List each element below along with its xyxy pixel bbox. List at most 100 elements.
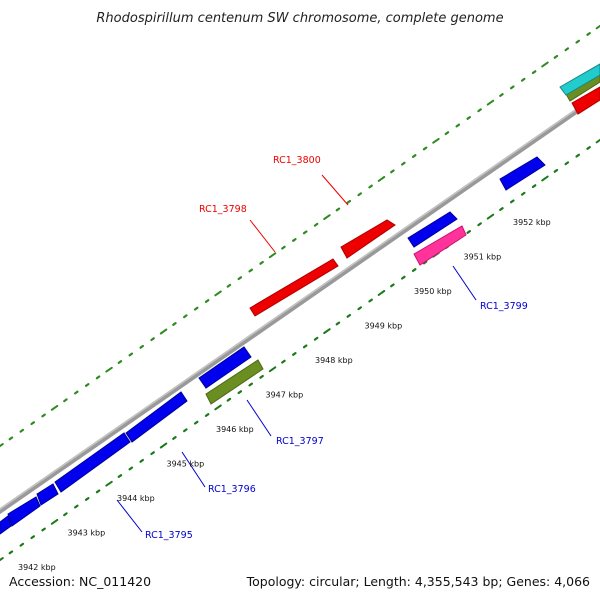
- minor-tick: [335, 207, 341, 212]
- major-tick: [323, 328, 331, 334]
- tick-label: 3946 kbp: [216, 425, 254, 434]
- gene-arrow-red[interactable]: [340, 219, 396, 259]
- minor-tick: [313, 336, 319, 341]
- minor-tick: [357, 306, 362, 311]
- minor-tick: [95, 375, 101, 380]
- major-tick: [0, 443, 4, 448]
- tick-label: 3948 kbp: [315, 356, 353, 365]
- minor-tick: [292, 352, 297, 356]
- gene-label-rc1-3797[interactable]: RC1_3797: [276, 436, 324, 447]
- minor-tick: [390, 283, 395, 288]
- minor-tick: [248, 382, 253, 387]
- label-leaders: [116, 174, 477, 533]
- gene-arrow-blue[interactable]: [198, 346, 252, 389]
- gene-arrow-blue[interactable]: [54, 432, 131, 493]
- minor-tick: [204, 299, 210, 303]
- minor-tick: [477, 222, 482, 227]
- minor-tick: [401, 161, 406, 166]
- tick-label: 3950 kbp: [414, 287, 452, 296]
- tick-label: 3944 kbp: [117, 494, 155, 503]
- minor-tick: [444, 131, 450, 136]
- minor-tick: [41, 527, 46, 532]
- gene-arrow-blue[interactable]: [36, 483, 59, 506]
- minor-tick: [390, 169, 395, 174]
- minor-tick: [150, 451, 155, 456]
- gene-arrow-green[interactable]: [205, 359, 264, 405]
- gene-label-rc1-3798[interactable]: RC1_3798: [199, 204, 247, 215]
- minor-tick: [193, 306, 199, 311]
- minor-tick: [281, 245, 286, 250]
- gene-arrow-cyan[interactable]: [559, 63, 600, 96]
- tick-label: 3943 kbp: [68, 529, 106, 538]
- gene-label-rc1-3800[interactable]: RC1_3800: [273, 155, 321, 166]
- minor-tick: [128, 466, 134, 471]
- minor-tick: [8, 550, 14, 555]
- feature-track: [0, 63, 600, 535]
- minor-tick: [368, 184, 373, 189]
- minor-tick: [466, 230, 471, 234]
- gene-arrow-blue[interactable]: [125, 391, 188, 443]
- major-tick: [432, 137, 440, 144]
- major-tick: [541, 61, 549, 68]
- minor-tick: [531, 70, 537, 75]
- minor-tick: [73, 390, 79, 395]
- gene-arrow-red[interactable]: [249, 258, 339, 317]
- minor-tick: [183, 314, 188, 319]
- minor-tick: [139, 458, 144, 463]
- minor-tick: [499, 207, 504, 211]
- minor-tick: [84, 383, 90, 387]
- gene-arrow-blue[interactable]: [499, 156, 546, 191]
- minor-tick: [237, 276, 243, 281]
- minor-tick: [335, 321, 341, 326]
- minor-tick: [346, 313, 352, 318]
- minor-tick: [226, 397, 232, 402]
- chromosome-backbone-highlight: [0, 92, 600, 510]
- minor-tick: [117, 474, 123, 478]
- major-tick: [486, 213, 495, 220]
- genome-summary-text: Topology: circular; Length: 4,355,543 bp…: [246, 574, 590, 589]
- minor-tick: [411, 268, 417, 272]
- tick-label: 3945 kbp: [167, 460, 205, 469]
- minor-tick: [172, 322, 177, 326]
- gene-arrow-pink[interactable]: [413, 225, 467, 266]
- minor-tick: [586, 146, 591, 150]
- major-tick: [268, 252, 277, 259]
- minor-tick: [499, 93, 504, 98]
- minor-tick: [259, 374, 264, 379]
- gene-label-rc1-3796[interactable]: RC1_3796: [208, 484, 256, 495]
- minor-tick: [8, 436, 14, 441]
- tick-label: 3952 kbp: [513, 218, 551, 227]
- major-tick: [486, 99, 495, 106]
- gene-arrow-red[interactable]: [571, 86, 600, 115]
- minor-tick: [150, 337, 155, 342]
- minor-tick: [411, 154, 417, 158]
- minor-tick: [19, 542, 25, 547]
- accession-text: Accession: NC_011420: [9, 574, 151, 589]
- inner-tick-track: [0, 138, 600, 562]
- gene-arrow-blue[interactable]: [7, 496, 41, 527]
- minor-tick: [564, 47, 570, 52]
- minor-tick: [30, 421, 36, 426]
- minor-tick: [422, 146, 428, 151]
- minor-tick: [281, 359, 286, 364]
- minor-tick: [302, 230, 308, 235]
- gene-arrow-blue[interactable]: [407, 211, 458, 248]
- minor-tick: [237, 390, 243, 395]
- minor-tick: [73, 504, 79, 509]
- gene-label-rc1-3795[interactable]: RC1_3795: [145, 530, 193, 541]
- major-tick: [159, 442, 168, 449]
- minor-tick: [248, 268, 253, 273]
- minor-tick: [30, 535, 36, 540]
- minor-tick: [422, 260, 428, 265]
- minor-tick: [401, 275, 406, 280]
- minor-tick: [357, 192, 362, 197]
- tick-label: 3951 kbp: [464, 253, 502, 262]
- minor-tick: [564, 161, 570, 166]
- tick-label: 3949 kbp: [365, 322, 403, 331]
- gene-arrow-blue[interactable]: [0, 515, 12, 535]
- gene-label-rc1-3799[interactable]: RC1_3799: [480, 301, 528, 312]
- major-tick: [105, 480, 113, 487]
- minor-tick: [63, 398, 68, 403]
- minor-tick: [313, 222, 319, 227]
